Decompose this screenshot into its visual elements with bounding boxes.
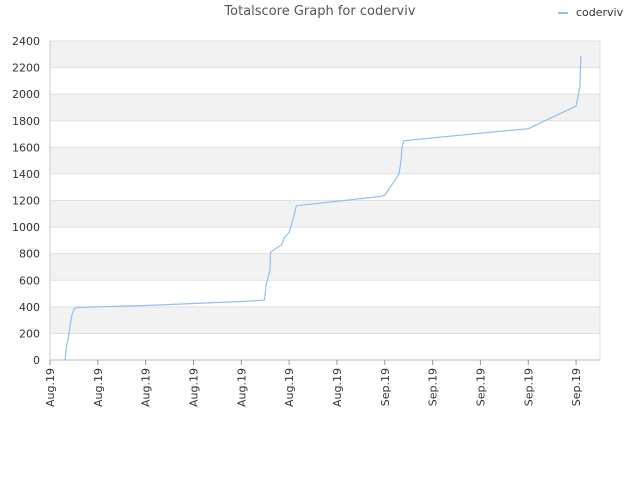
x-tick-label: Aug.19 [140, 368, 153, 407]
x-tick-label: Sep.19 [427, 368, 440, 406]
y-tick-label: 400 [19, 301, 40, 314]
x-tick-label: Aug.19 [44, 368, 57, 407]
legend-label: coderviv [576, 6, 624, 19]
x-tick-label: Aug.19 [92, 368, 105, 407]
x-tick-label: Sep.19 [474, 368, 487, 406]
x-tick-label: Sep.19 [522, 368, 535, 406]
chart-title: Totalscore Graph for coderviv [224, 4, 416, 19]
x-tick-label: Aug.19 [235, 368, 248, 407]
y-tick-label: 1600 [12, 141, 40, 154]
y-tick-label: 2200 [12, 62, 40, 75]
grid-band [50, 253, 600, 281]
y-tick-label: 2000 [12, 88, 40, 101]
legend-swatch [558, 11, 568, 14]
x-tick-label: Aug.19 [283, 368, 296, 407]
grid-band [50, 41, 600, 68]
y-tick-label: 600 [19, 274, 40, 287]
grid-band [50, 306, 600, 334]
grid-band [50, 200, 600, 228]
y-tick-label: 1800 [12, 115, 40, 128]
grid-band [50, 94, 600, 121]
series-line-coderviv [63, 55, 582, 361]
y-tick-label: 1400 [12, 168, 40, 181]
y-tick-label: 800 [19, 248, 40, 261]
y-tick-label: 200 [19, 327, 40, 340]
y-tick-label: 0 [33, 354, 40, 367]
x-tick-label: Aug.19 [187, 368, 200, 407]
y-tick-label: 1200 [12, 195, 40, 208]
x-tick-label: Sep.19 [379, 368, 392, 406]
y-tick-label: 1000 [12, 221, 40, 234]
legend: coderviv [558, 6, 623, 19]
grid-band [50, 147, 600, 174]
x-tick-label: Sep.19 [570, 368, 583, 406]
y-tick-label: 2400 [12, 35, 40, 48]
x-tick-label: Aug.19 [331, 368, 344, 407]
